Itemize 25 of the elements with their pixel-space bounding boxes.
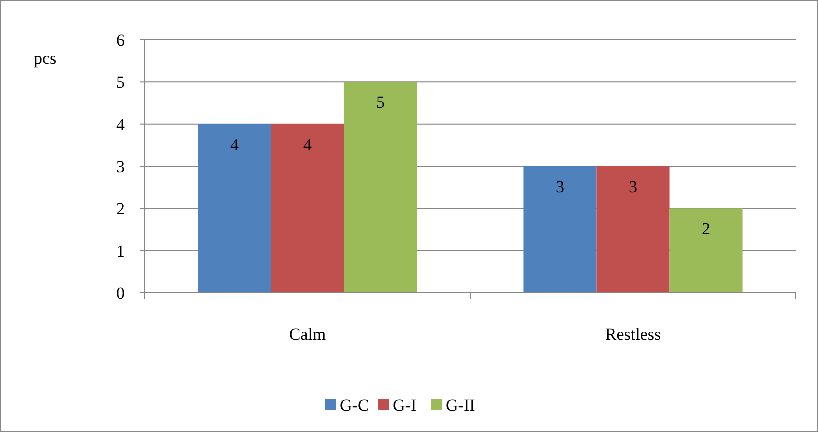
- bar: [596, 166, 670, 293]
- bar: [670, 208, 743, 293]
- y-tick-label: 2: [116, 200, 125, 219]
- data-label: 2: [702, 220, 711, 239]
- y-tick-label: 5: [116, 73, 125, 92]
- y-tick-label: 3: [116, 157, 125, 176]
- data-label: 5: [376, 93, 386, 112]
- data-label: 3: [629, 178, 638, 196]
- bar: [344, 82, 418, 293]
- y-tick-label: 0: [116, 284, 125, 303]
- bar: [271, 124, 344, 293]
- bar: [524, 166, 597, 293]
- data-label: 4: [304, 135, 312, 154]
- y-tick-label: 4: [116, 115, 126, 134]
- legend-label: G-II: [446, 396, 476, 415]
- y-tick-label: 6: [116, 30, 125, 50]
- x-tick-label: Calm: [289, 325, 326, 344]
- legend-label: G-I: [393, 396, 417, 415]
- legend-label: G-C: [340, 396, 370, 415]
- y-tick-label: 1: [116, 242, 125, 261]
- bar: [198, 124, 272, 293]
- data-label: 3: [556, 178, 564, 196]
- data-label: 4: [230, 135, 240, 154]
- x-tick-label: Restless: [605, 325, 662, 344]
- y-axis-title: pcs: [34, 49, 57, 68]
